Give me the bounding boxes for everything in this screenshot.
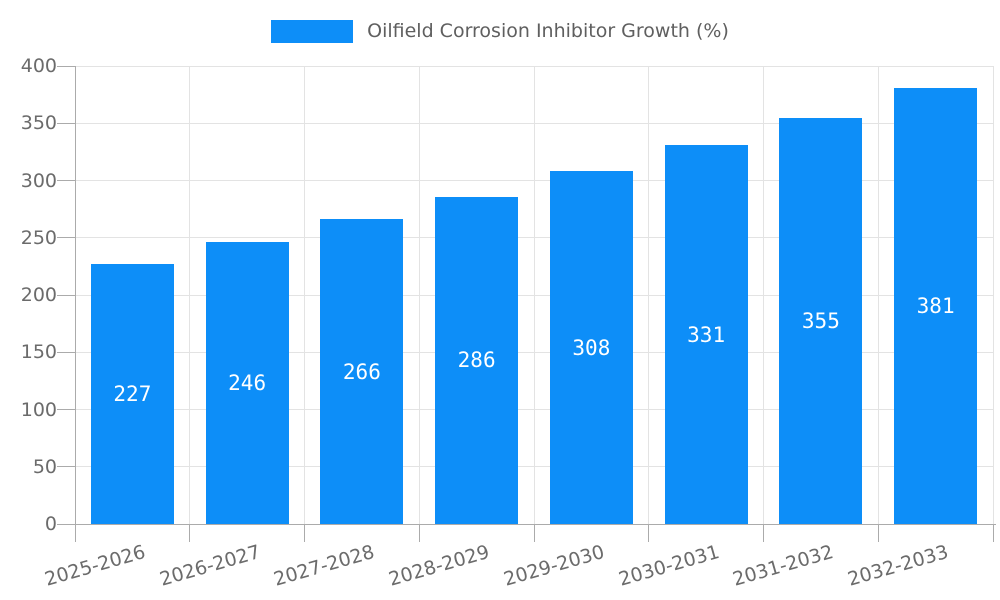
x-tick: [533, 524, 535, 542]
y-axis-label: 400: [20, 55, 57, 77]
y-axis-label: 200: [20, 284, 57, 306]
x-tick: [763, 524, 764, 542]
x-tick: [189, 524, 191, 542]
x-tick: [877, 524, 879, 542]
gridline-v: [648, 66, 650, 524]
legend[interactable]: Oilfield Corrosion Inhibitor Growth (%): [0, 18, 1000, 44]
gridline-v: [992, 66, 994, 524]
gridline-v: [763, 66, 764, 524]
gridline-v: [533, 66, 535, 524]
bar[interactable]: [320, 219, 404, 524]
x-axis-line: [75, 523, 996, 525]
x-tick: [418, 524, 420, 542]
x-tick: [74, 524, 76, 542]
y-tick: [57, 294, 75, 296]
y-tick: [57, 180, 75, 181]
bar-value-label: 266: [342, 359, 381, 384]
y-tick: [57, 122, 75, 124]
y-axis-label: 250: [20, 226, 57, 249]
y-axis-label: 350: [20, 112, 57, 135]
x-tick: [304, 524, 305, 542]
bar-value-label: 308: [572, 335, 611, 360]
gridline-v: [189, 66, 191, 524]
bar[interactable]: [90, 264, 174, 524]
bar-value-label: 381: [916, 293, 955, 318]
y-tick: [57, 466, 75, 468]
x-axis-label: 2031-2032: [730, 540, 837, 591]
legend-swatch-icon: [271, 19, 354, 43]
bar[interactable]: [549, 171, 633, 524]
y-axis-label: 50: [32, 455, 57, 478]
x-axis-label: 2025-2026: [42, 540, 148, 591]
gridline-v: [304, 66, 305, 524]
y-axis-label: 100: [20, 398, 57, 421]
y-tick: [57, 409, 75, 410]
bar-value-label: 227: [113, 382, 152, 407]
y-axis-label: 0: [44, 513, 57, 535]
bar[interactable]: [664, 145, 748, 524]
y-axis-label: 150: [20, 341, 57, 364]
y-tick: [57, 65, 75, 67]
x-axis-label: 2029-2030: [501, 540, 607, 591]
x-axis-label: 2026-2027: [156, 540, 263, 591]
bar[interactable]: [779, 117, 863, 524]
bar-value-label: 286: [457, 348, 496, 373]
x-tick: [648, 524, 650, 542]
bar[interactable]: [894, 87, 978, 524]
gridline-v: [877, 66, 879, 524]
gridline-v: [418, 66, 420, 524]
bar-value-label: 246: [228, 371, 267, 396]
y-axis-label: 300: [20, 169, 57, 192]
bar[interactable]: [435, 196, 519, 524]
legend-label: Oilfield Corrosion Inhibitor Growth (%): [367, 19, 729, 42]
y-axis-line: [74, 66, 76, 525]
bar-value-label: 331: [687, 322, 726, 347]
x-tick: [992, 524, 994, 542]
x-axis-label: 2032-2033: [845, 540, 951, 591]
bar-value-label: 355: [801, 308, 840, 333]
x-axis-label: 2028-2029: [386, 540, 492, 591]
y-tick: [57, 237, 75, 239]
y-tick: [57, 523, 75, 525]
x-axis-label: 2027-2028: [271, 540, 378, 591]
x-axis-label: 2030-2031: [615, 540, 722, 591]
bar[interactable]: [205, 242, 289, 524]
y-tick: [57, 351, 75, 353]
